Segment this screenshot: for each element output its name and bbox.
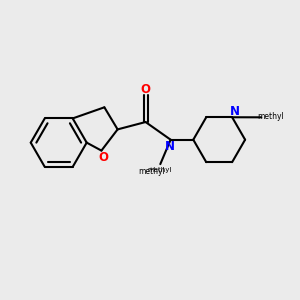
Text: N: N	[165, 140, 175, 153]
Text: N: N	[230, 106, 239, 118]
Text: methyl: methyl	[138, 167, 165, 176]
Text: methyl: methyl	[257, 112, 284, 121]
Text: O: O	[98, 151, 108, 164]
Text: O: O	[141, 83, 151, 96]
Text: methyl: methyl	[148, 167, 172, 173]
